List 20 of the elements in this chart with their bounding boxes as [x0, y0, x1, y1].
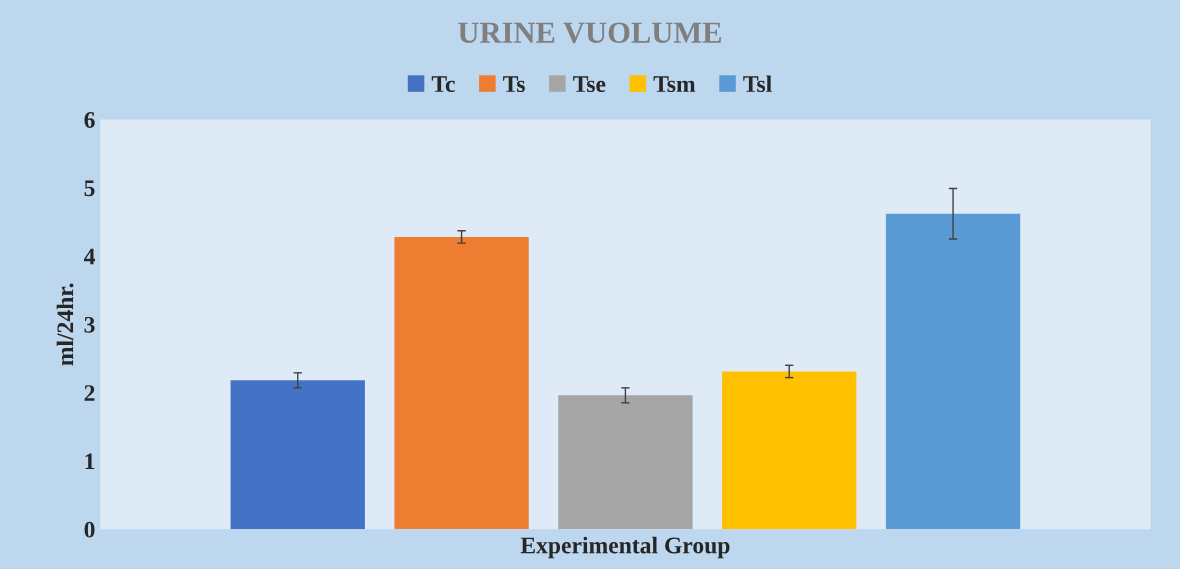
y-tick-label: 2: [84, 385, 95, 401]
x-axis-title: Experimental Group: [520, 536, 730, 559]
y-tick-label: 5: [84, 180, 95, 197]
bar: [722, 371, 857, 530]
y-tick-label: 0: [84, 521, 95, 538]
y-tick-label: 1: [85, 453, 95, 470]
bar: [230, 380, 365, 530]
legend-label: Ts: [503, 76, 525, 93]
y-tick-label: 3: [84, 316, 95, 333]
legend-label: Tse: [573, 76, 606, 93]
bar: [558, 395, 693, 530]
legend-label: Tsm: [653, 76, 696, 93]
y-axis-title: ml/24hr.: [56, 283, 74, 366]
y-tick-label: 6: [84, 112, 95, 128]
legend-label: Tc: [431, 76, 455, 93]
legend-label: Tsl: [743, 75, 772, 93]
chart-title: URINE VUOLUME: [458, 22, 721, 44]
bar: [394, 236, 529, 530]
bar: [885, 213, 1021, 530]
y-tick-label: 4: [83, 248, 95, 265]
